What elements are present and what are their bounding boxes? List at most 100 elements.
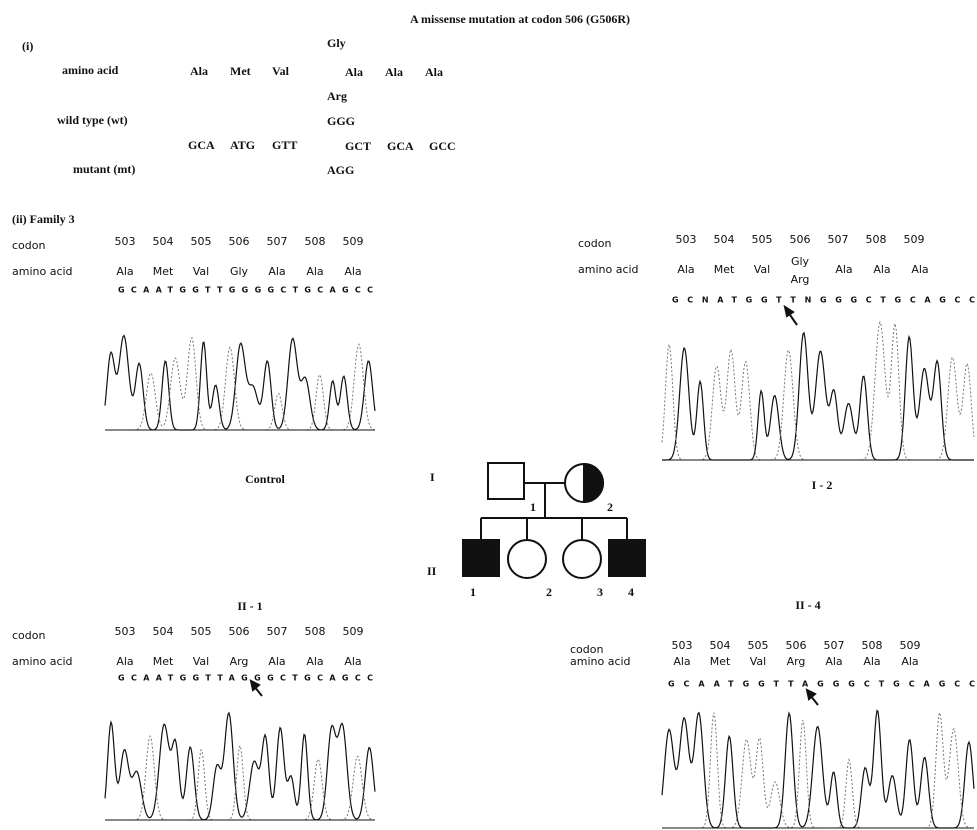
amino-acid: Ala (345, 65, 363, 79)
amino-acid: Ala (306, 265, 323, 278)
codon-number: 509 (343, 235, 364, 248)
trace (105, 713, 375, 820)
amino-acid: Ala (863, 655, 880, 668)
codon-seq: AGG (327, 163, 354, 177)
sequence: GCNATGGTTNGGGCTGCAGCC (672, 296, 975, 305)
codon-number: 503 (115, 625, 136, 638)
codon-number: 504 (710, 639, 731, 652)
generation-label: II (427, 564, 437, 578)
codon-number: 504 (714, 233, 735, 246)
amino-acid: Ala (873, 263, 890, 276)
codon-number: 509 (343, 625, 364, 638)
codon-number: 506 (229, 625, 250, 638)
amino-acid: Ala (385, 65, 403, 79)
codon-number: 504 (153, 235, 174, 248)
row-label: amino acid (578, 263, 639, 276)
row-label: codon (12, 629, 45, 642)
individual-number: 2 (607, 500, 613, 514)
row-label: amino acid (12, 655, 73, 668)
row-label: codon (12, 239, 45, 252)
codon-number: 508 (866, 233, 887, 246)
row-label: codon (578, 237, 611, 250)
amino-acid: Ala (673, 655, 690, 668)
amino-acid: Ala (306, 655, 323, 668)
codon-number: 505 (748, 639, 769, 652)
codon-seq: ATG (230, 138, 255, 152)
codon-number: 505 (752, 233, 773, 246)
individual-number: 1 (530, 500, 536, 514)
part-label: (i) (22, 39, 33, 53)
codon-seq: GGG (327, 114, 355, 128)
row-label: wild type (wt) (57, 113, 128, 127)
codon-number: 506 (229, 235, 250, 248)
panel-label: II - 4 (795, 598, 820, 612)
individual-number: 2 (546, 585, 552, 599)
codon-number: 505 (191, 625, 212, 638)
panel-label: II - 1 (237, 599, 262, 613)
amino-acid: Ala (190, 64, 208, 78)
amino-acid: Ala (344, 655, 361, 668)
amino-acid: Val (272, 64, 290, 78)
sequence: GCAATGGTTAGGGCTGCAGCC (668, 680, 975, 689)
arrow-head (807, 690, 815, 699)
arrow-head (785, 307, 793, 316)
amino-acid: Ala (835, 263, 852, 276)
pedigree-female (508, 540, 546, 578)
codon-number: 507 (828, 233, 849, 246)
codon-number: 506 (786, 639, 807, 652)
codon-number: 507 (824, 639, 845, 652)
individual-number: 3 (597, 585, 603, 599)
sequence: GCAATGGTTGGGGCTGCAGCC (118, 286, 373, 295)
amino-acid: Arg (230, 655, 249, 668)
codon-number: 507 (267, 235, 288, 248)
codon-number: 509 (900, 639, 921, 652)
generation-label: I (430, 470, 435, 484)
trace (662, 711, 974, 828)
codon-number: 508 (862, 639, 883, 652)
codon-seq: GCA (387, 139, 414, 153)
codon-number: 505 (191, 235, 212, 248)
amino-acid: Val (754, 263, 770, 276)
amino-acid: Arg (787, 655, 806, 668)
amino-acid: Val (193, 655, 209, 668)
amino-acid: Ala (911, 263, 928, 276)
amino-acid: Met (153, 265, 174, 278)
amino-acid: Ala (344, 265, 361, 278)
individual-number: 1 (470, 585, 476, 599)
amino-acid: Ala (268, 265, 285, 278)
amino-acid: Ala (268, 655, 285, 668)
row-label: amino acid (570, 655, 631, 668)
amino-acid: Ala (825, 655, 842, 668)
panel-label: I - 2 (812, 478, 833, 492)
amino-acid: Ala (425, 65, 443, 79)
codon-number: 508 (305, 235, 326, 248)
trace-secondary (662, 322, 974, 460)
pedigree (463, 463, 645, 578)
amino-acid: Val (750, 655, 766, 668)
amino-acid: Met (714, 263, 735, 276)
amino-acid: Met (230, 64, 251, 78)
trace-secondary (105, 736, 375, 820)
pedigree-affected-male (609, 540, 645, 576)
amino-acid: Arg (791, 273, 810, 286)
pedigree-female (563, 540, 601, 578)
codon-number: 509 (904, 233, 925, 246)
pedigree-male (488, 463, 524, 499)
sequence: GCAATGGTTAGGGCTGCAGCC (118, 674, 373, 683)
amino-acid: Val (193, 265, 209, 278)
amino-acid: Gly (230, 265, 249, 278)
row-label: amino acid (62, 63, 119, 77)
codon-number: 506 (790, 233, 811, 246)
trace (105, 336, 375, 431)
codon-seq: GCC (429, 139, 456, 153)
codon-seq: GCT (345, 139, 371, 153)
codon-number: 508 (305, 625, 326, 638)
amino-acid: Ala (116, 265, 133, 278)
amino-acid: Gly (327, 36, 346, 50)
codon-number: 504 (153, 625, 174, 638)
codon-seq: GTT (272, 138, 297, 152)
row-label: amino acid (12, 265, 73, 278)
pedigree-affected-male (463, 540, 499, 576)
amino-acid: Ala (901, 655, 918, 668)
row-label: mutant (mt) (73, 162, 135, 176)
